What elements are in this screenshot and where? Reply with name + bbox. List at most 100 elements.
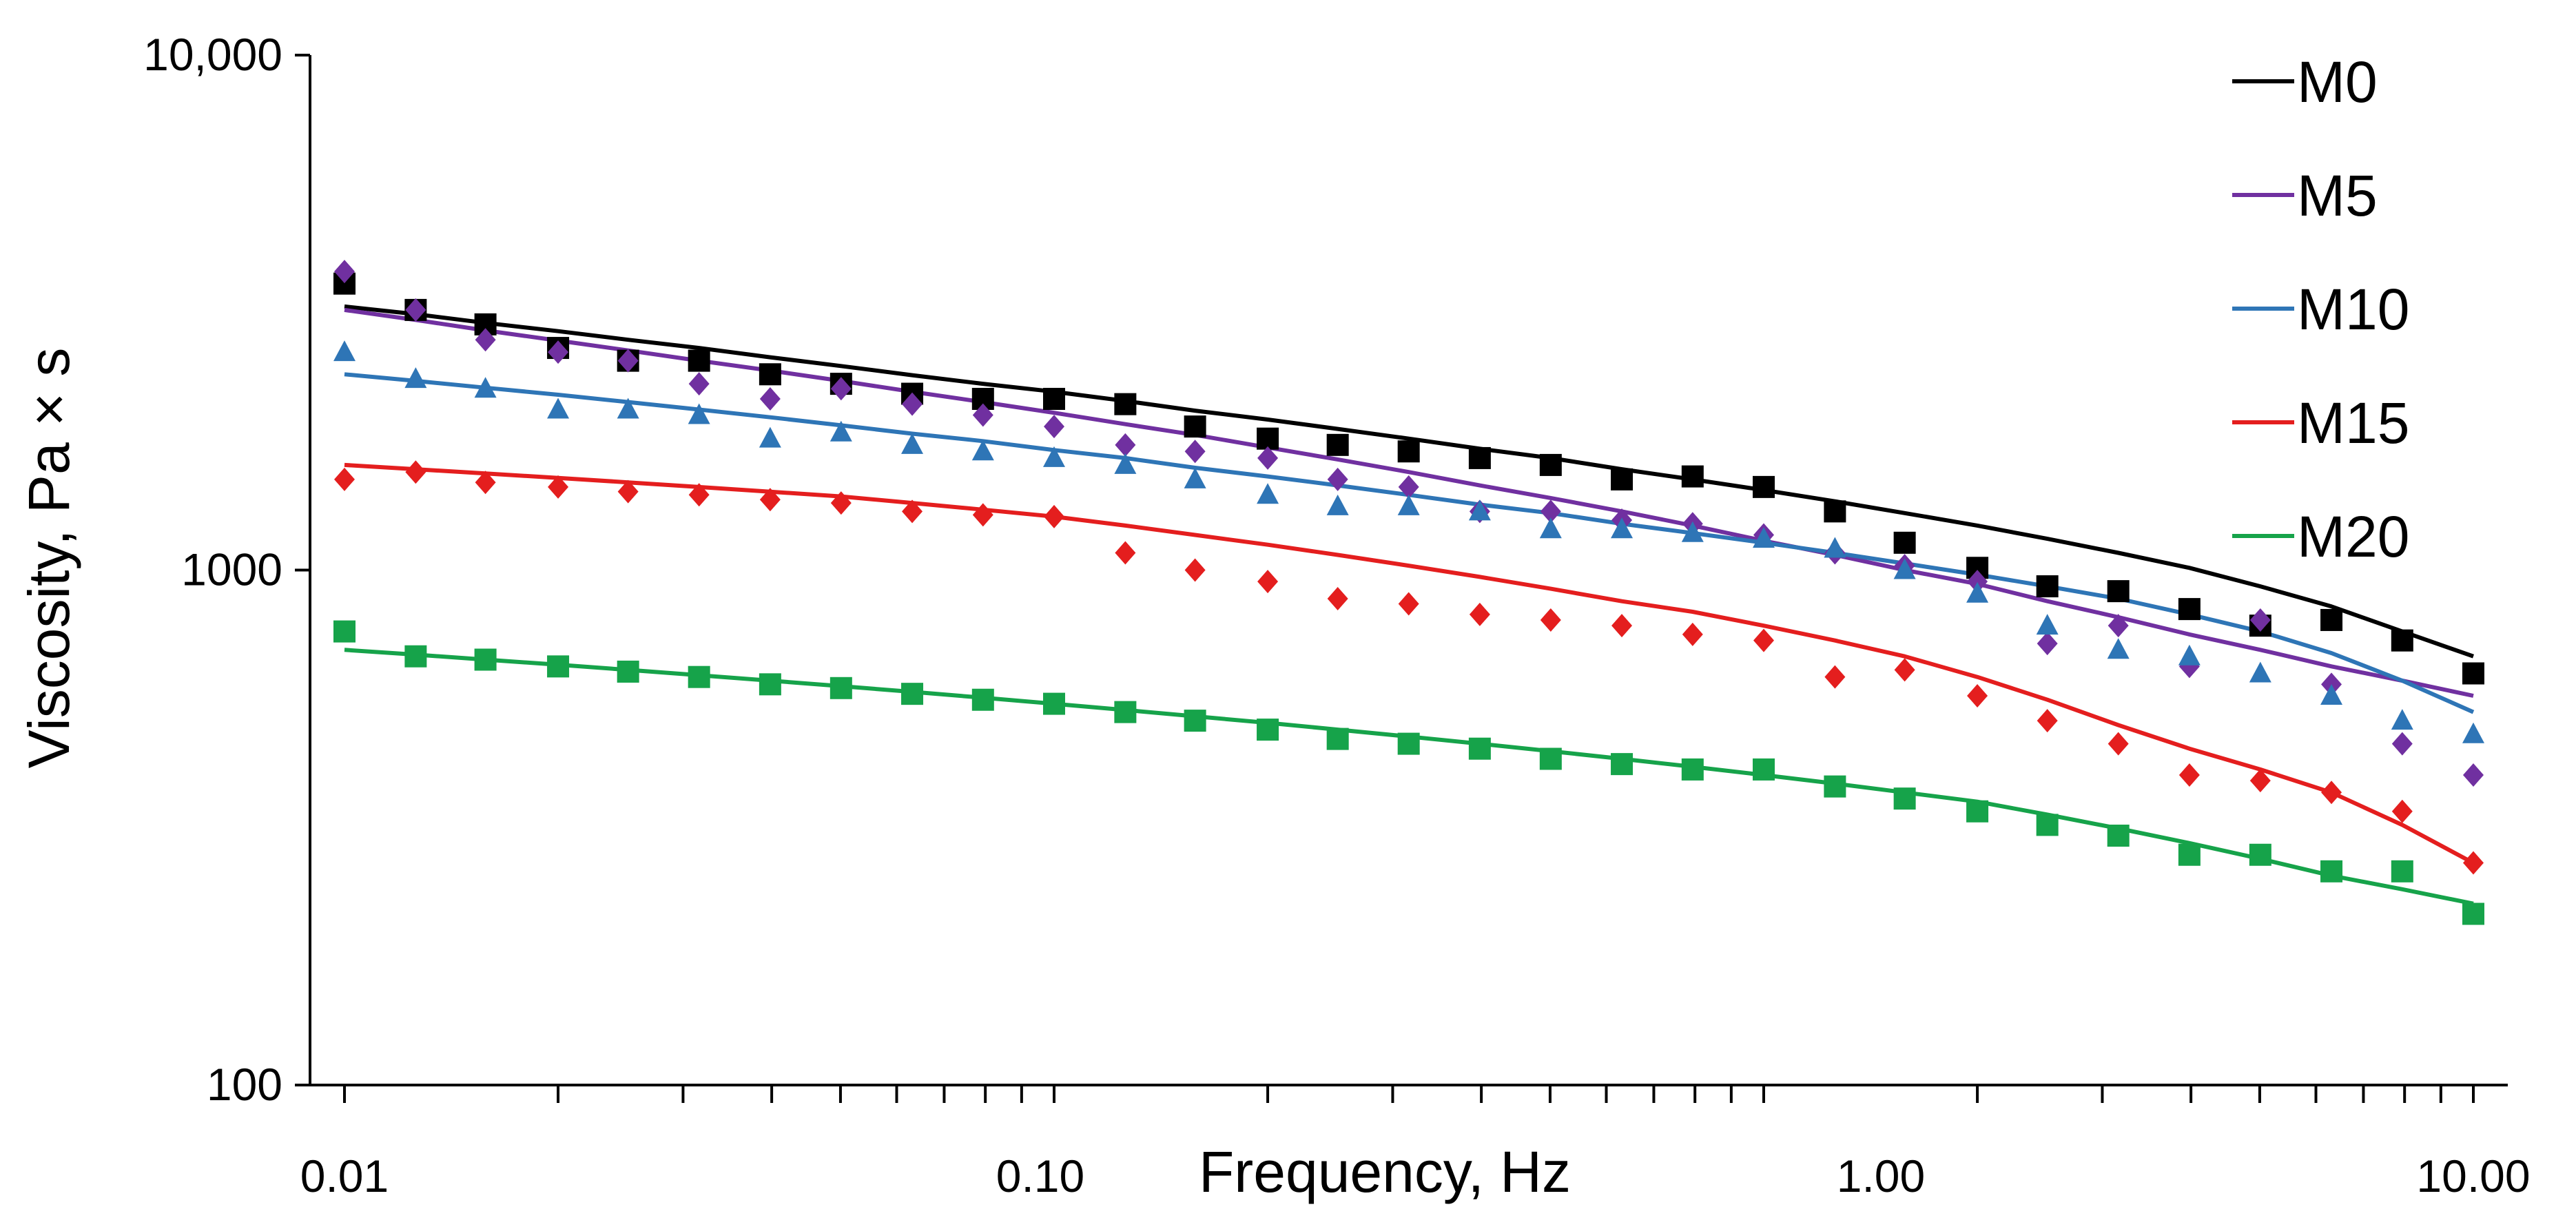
data-point-m5 [1184,440,1206,464]
fit-line-m20 [344,648,2474,906]
data-point-m20 [333,620,356,643]
data-point-m20 [1893,787,1916,810]
data-point-m10 [2249,661,2271,683]
data-point-m15 [830,491,852,515]
x-tick-label: 1.00 [1837,1150,1925,1201]
data-point-m15 [902,499,923,524]
data-point-m10 [474,377,497,398]
data-point-m10 [759,426,781,448]
data-point-m0 [2391,629,2413,652]
data-point-m15 [1894,658,1915,682]
data-point-m20 [759,673,781,696]
data-point-m15 [1044,504,1064,528]
data-point-m0 [2462,662,2484,685]
data-point-m20 [1468,737,1491,760]
data-point-m15 [972,503,993,527]
data-point-m15 [617,479,639,504]
y-axis-title: Viscosity, Pa × s [17,348,81,769]
data-point-m20 [2036,814,2059,836]
data-point-m20 [2320,860,2343,882]
data-point-m20 [1824,775,1846,798]
data-point-m15 [1184,558,1206,582]
data-point-m20 [474,648,497,671]
data-point-m0 [1043,388,1065,411]
data-point-m15 [548,475,569,499]
data-point-m20 [1114,701,1137,723]
legend-label-m0: M0 [2297,50,2378,114]
data-point-m5 [1257,446,1279,470]
data-point-m15 [2249,769,2271,793]
data-point-m0 [1397,440,1420,463]
data-point-m15 [2463,851,2484,875]
data-point-m5 [2391,732,2413,756]
data-point-m15 [1540,608,1561,632]
x-axis-title: Frequency, Hz [1199,1139,1571,1204]
data-point-m10 [617,398,639,419]
legend: M0 M5 M10 M15 M20 [2232,50,2409,569]
data-point-m5 [475,328,496,352]
data-point-m20 [617,660,639,683]
data-point-m0 [1824,500,1846,523]
data-point-m0 [1184,415,1206,438]
data-point-m15 [2037,709,2058,733]
data-point-m10 [1966,581,1989,603]
data-point-m20 [830,677,852,699]
data-point-m10 [2036,614,2059,635]
data-point-m0 [1753,475,1775,498]
y-tick-label: 10,000 [143,29,282,80]
data-point-m10 [971,440,994,461]
data-point-m5 [617,349,639,373]
data-point-m15 [1327,586,1348,610]
data-point-m5 [2249,608,2271,632]
data-point-m10 [547,398,570,419]
fit-line-m15 [344,462,2475,865]
data-point-m20 [901,683,924,705]
data-point-m0 [1326,433,1349,456]
data-point-m10 [901,433,924,454]
data-point-m15 [475,471,496,495]
data-point-m10 [1257,483,1279,504]
data-point-m20 [688,665,710,688]
data-point-m0 [2178,598,2201,621]
y-tick-label: 1000 [181,544,282,595]
data-point-m5 [1327,467,1348,491]
data-point-m20 [1539,747,1562,770]
data-point-m15 [1967,683,1988,708]
data-point-m5 [548,340,569,364]
data-point-m20 [1611,753,1634,776]
data-point-m15 [759,488,781,512]
data-point-m0 [1468,446,1491,469]
data-point-m10 [2178,644,2201,665]
data-point-m10 [1824,537,1846,558]
fit-line-m0 [344,304,2474,659]
data-point-m0 [1681,465,1704,488]
data-point-m0 [1611,468,1634,491]
data-point-m10 [1043,446,1065,467]
data-point-m5 [334,260,355,284]
data-point-m10 [1611,517,1634,539]
data-point-m20 [1753,758,1775,781]
data-point-m20 [1184,710,1206,732]
data-point-m20 [2107,824,2130,847]
data-point-m15 [1611,614,1633,638]
data-point-m15 [1257,570,1279,594]
data-point-m10 [2107,638,2130,659]
data-point-m5 [1540,499,1561,524]
data-point-m15 [1824,665,1846,689]
data-point-m5 [1967,570,1988,594]
data-point-m15 [1469,602,1490,626]
data-point-m5 [1044,415,1064,439]
data-point-m20 [1326,727,1349,750]
data-point-m15 [2391,799,2413,823]
data-points [333,260,2484,925]
data-point-m5 [972,403,993,427]
data-point-m5 [759,387,781,411]
data-point-m20 [971,688,994,711]
data-point-m20 [2462,902,2484,925]
axes: 100 1000 10,000 0.01 0.10 1.00 10.00 [143,29,2530,1201]
data-point-m15 [2178,763,2200,787]
data-point-m15 [334,467,355,491]
data-point-m10 [688,403,710,424]
data-point-m20 [2178,843,2201,866]
data-point-m15 [688,483,710,507]
